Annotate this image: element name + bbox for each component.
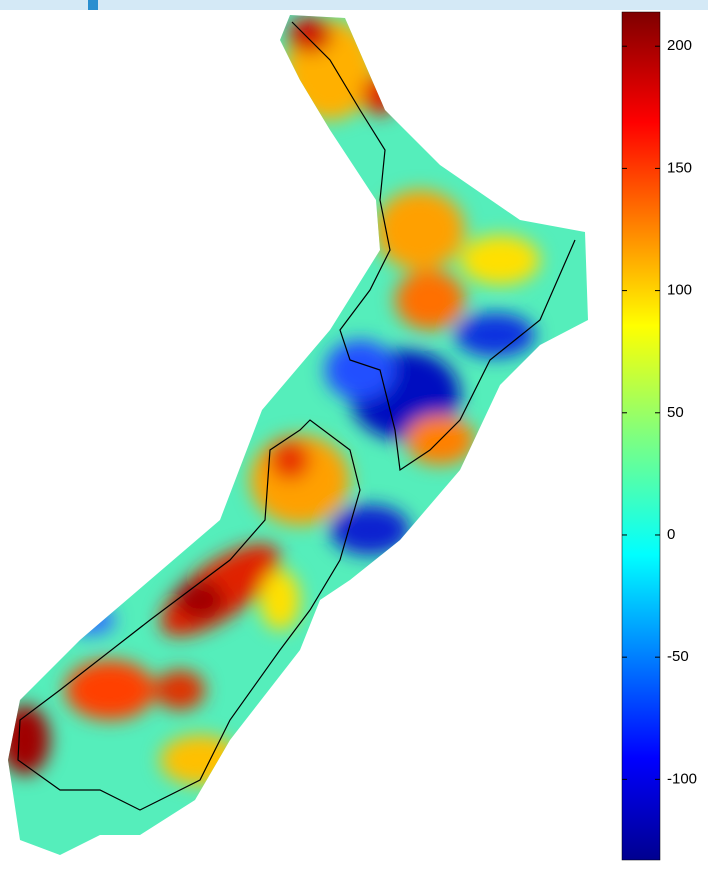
tick-label: 200: [667, 37, 692, 54]
tick-label: -100: [667, 770, 697, 787]
top-strip: [0, 0, 708, 10]
tick-label: 0: [667, 526, 675, 543]
top-tab: [88, 0, 98, 10]
tick-label: 50: [667, 404, 684, 421]
colorbar: [622, 12, 660, 860]
tick-label: 150: [667, 159, 692, 176]
page: 200 150 100 50 0 -50 -100: [0, 0, 708, 869]
tick-label: 100: [667, 282, 692, 299]
heatmap: [0, 0, 620, 869]
tick-label: -50: [667, 648, 689, 665]
